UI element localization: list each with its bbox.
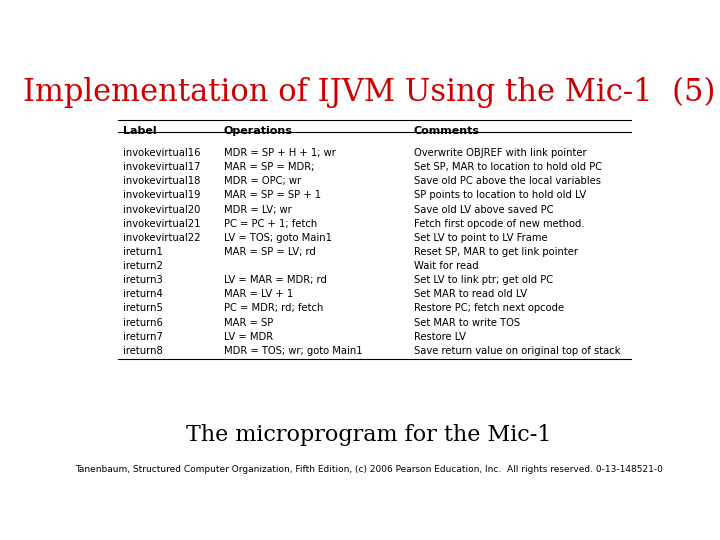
Text: Implementation of IJVM Using the Mic-1  (5): Implementation of IJVM Using the Mic-1 (… — [23, 77, 715, 109]
Text: Set MAR to write TOS: Set MAR to write TOS — [413, 318, 520, 328]
Text: Comments: Comments — [413, 126, 480, 136]
Text: ireturn1: ireturn1 — [124, 247, 163, 257]
Text: MAR = SP: MAR = SP — [224, 318, 273, 328]
Text: invokevirtual16: invokevirtual16 — [124, 148, 201, 158]
Text: PC = MDR; rd; fetch: PC = MDR; rd; fetch — [224, 303, 323, 313]
Text: Set MAR to read old LV: Set MAR to read old LV — [413, 289, 527, 299]
Text: LV = TOS; goto Main1: LV = TOS; goto Main1 — [224, 233, 332, 243]
Text: LV = MDR: LV = MDR — [224, 332, 273, 342]
Text: ireturn2: ireturn2 — [124, 261, 163, 271]
Text: invokevirtual18: invokevirtual18 — [124, 176, 201, 186]
Text: Fetch first opcode of new method.: Fetch first opcode of new method. — [413, 219, 584, 228]
Text: Restore PC; fetch next opcode: Restore PC; fetch next opcode — [413, 303, 564, 313]
Text: Save old LV above saved PC: Save old LV above saved PC — [413, 205, 553, 214]
Text: The microprogram for the Mic-1: The microprogram for the Mic-1 — [186, 424, 552, 447]
Text: Set LV to link ptr; get old PC: Set LV to link ptr; get old PC — [413, 275, 553, 285]
Text: Operations: Operations — [224, 126, 293, 136]
Text: PC = PC + 1; fetch: PC = PC + 1; fetch — [224, 219, 318, 228]
Text: invokevirtual22: invokevirtual22 — [124, 233, 201, 243]
Text: MAR = SP = MDR;: MAR = SP = MDR; — [224, 162, 315, 172]
Text: Set SP, MAR to location to hold old PC: Set SP, MAR to location to hold old PC — [413, 162, 602, 172]
Text: MDR = SP + H + 1; wr: MDR = SP + H + 1; wr — [224, 148, 336, 158]
Text: ireturn6: ireturn6 — [124, 318, 163, 328]
Text: MDR = TOS; wr; goto Main1: MDR = TOS; wr; goto Main1 — [224, 346, 363, 356]
Text: ireturn7: ireturn7 — [124, 332, 163, 342]
Text: Restore LV: Restore LV — [413, 332, 466, 342]
Text: invokevirtual19: invokevirtual19 — [124, 191, 201, 200]
Text: invokevirtual20: invokevirtual20 — [124, 205, 201, 214]
Text: invokevirtual21: invokevirtual21 — [124, 219, 201, 228]
Text: Tanenbaum, Structured Computer Organization, Fifth Edition, (c) 2006 Pearson Edu: Tanenbaum, Structured Computer Organizat… — [75, 465, 663, 474]
Text: Label: Label — [124, 126, 157, 136]
Text: MDR = OPC; wr: MDR = OPC; wr — [224, 176, 301, 186]
Text: MAR = SP = SP + 1: MAR = SP = SP + 1 — [224, 191, 321, 200]
Text: MAR = LV + 1: MAR = LV + 1 — [224, 289, 293, 299]
Text: invokevirtual17: invokevirtual17 — [124, 162, 201, 172]
Text: ireturn4: ireturn4 — [124, 289, 163, 299]
Text: MAR = SP = LV; rd: MAR = SP = LV; rd — [224, 247, 316, 257]
Text: LV = MAR = MDR; rd: LV = MAR = MDR; rd — [224, 275, 327, 285]
Text: Wait for read: Wait for read — [413, 261, 478, 271]
Text: MDR = LV; wr: MDR = LV; wr — [224, 205, 292, 214]
Text: Set LV to point to LV Frame: Set LV to point to LV Frame — [413, 233, 547, 243]
Text: Reset SP, MAR to get link pointer: Reset SP, MAR to get link pointer — [413, 247, 577, 257]
Text: SP points to location to hold old LV: SP points to location to hold old LV — [413, 191, 586, 200]
Text: ireturn8: ireturn8 — [124, 346, 163, 356]
Text: ireturn3: ireturn3 — [124, 275, 163, 285]
Text: Save return value on original top of stack: Save return value on original top of sta… — [413, 346, 620, 356]
Text: Overwrite OBJREF with link pointer: Overwrite OBJREF with link pointer — [413, 148, 586, 158]
Text: Save old PC above the local variables: Save old PC above the local variables — [413, 176, 600, 186]
Text: ireturn5: ireturn5 — [124, 303, 163, 313]
